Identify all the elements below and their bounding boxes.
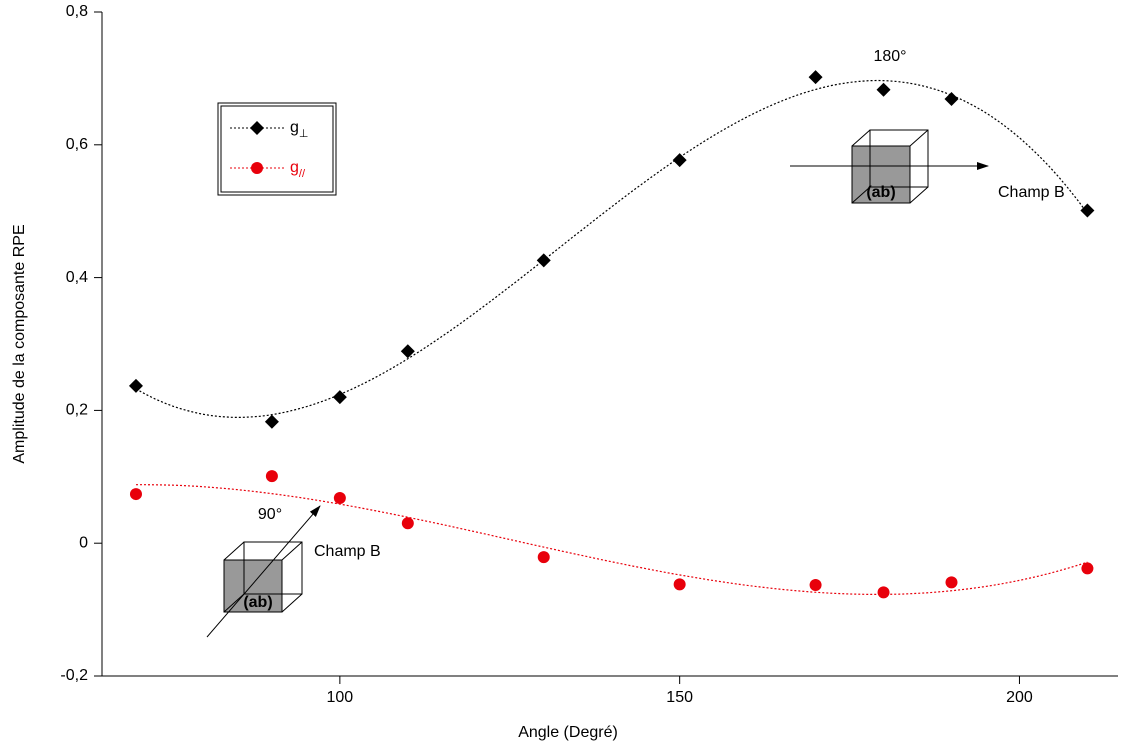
y-tick-label: -0,2 — [60, 667, 88, 684]
data-point — [673, 578, 686, 591]
data-point — [332, 390, 347, 405]
legend-label: g⊥ — [290, 119, 309, 140]
annotation: (ab) — [243, 594, 272, 611]
data-point — [945, 576, 958, 589]
data-point — [877, 586, 890, 599]
data-point — [809, 579, 822, 592]
y-tick-label: 0,6 — [66, 136, 88, 153]
annotation: 180° — [873, 48, 906, 65]
cube-90 — [206, 505, 321, 638]
legend-marker — [251, 162, 263, 174]
data-point — [672, 153, 687, 168]
cube-180 — [790, 129, 989, 204]
data-point — [1080, 203, 1095, 218]
data-point — [400, 344, 415, 359]
data-point — [537, 551, 550, 564]
data-point — [333, 492, 346, 505]
y-tick-label: 0,4 — [66, 269, 88, 286]
data-point — [1081, 562, 1094, 575]
data-point — [808, 70, 823, 85]
annotation: Champ B — [314, 543, 381, 560]
data-point — [128, 378, 143, 393]
x-tick-label: 200 — [1006, 689, 1033, 706]
data-point — [401, 517, 414, 530]
y-tick-label: 0 — [79, 534, 88, 551]
annotation: (ab) — [866, 184, 895, 201]
x-tick-label: 150 — [666, 689, 693, 706]
x-tick-label: 100 — [327, 689, 354, 706]
y-axis-label: Amplitude de la composante RPE — [11, 224, 28, 463]
annotation: 90° — [258, 506, 282, 523]
fit-curve — [135, 79, 1088, 419]
y-tick-label: 0,8 — [66, 3, 88, 20]
y-tick-label: 0,2 — [66, 402, 88, 419]
data-point — [264, 414, 279, 429]
data-point — [265, 470, 278, 483]
data-point — [944, 91, 959, 106]
x-axis-label: Angle (Degré) — [518, 724, 618, 741]
data-point — [129, 488, 142, 501]
legend-marker — [250, 121, 264, 135]
legend-label: g// — [290, 159, 306, 180]
data-point — [876, 82, 891, 97]
legend — [217, 102, 337, 196]
data-point — [536, 253, 551, 268]
annotation: Champ B — [998, 184, 1065, 201]
